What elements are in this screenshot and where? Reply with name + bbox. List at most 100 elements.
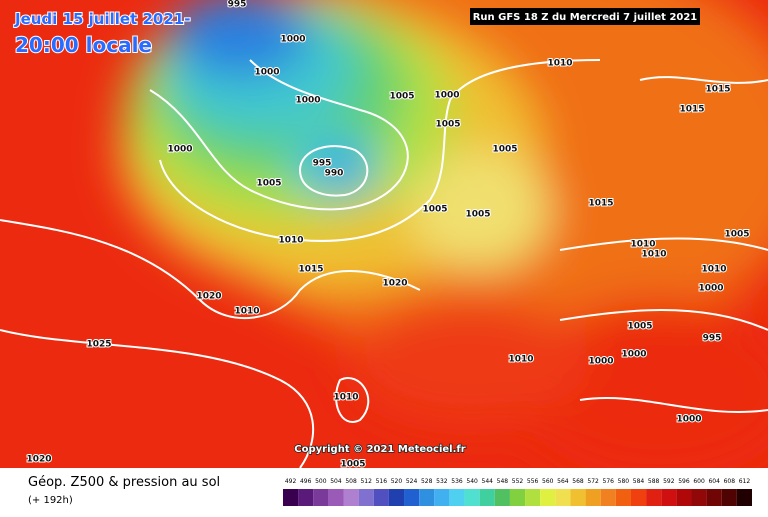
- color-swatch: [570, 489, 586, 506]
- isobar-label: 1005: [389, 92, 414, 102]
- isobar-label: 1000: [434, 91, 459, 101]
- isobar-label: 1005: [724, 230, 749, 240]
- isobar-label: 1020: [26, 455, 51, 465]
- color-swatch: [283, 489, 299, 506]
- color-swatch: [328, 489, 344, 506]
- scale-label: 508: [345, 478, 357, 485]
- scale-label: 524: [406, 478, 418, 485]
- scale-label: 552: [512, 478, 524, 485]
- isobar-label: 995: [313, 159, 332, 169]
- isobar-label: 1005: [256, 179, 281, 189]
- color-swatch: [646, 489, 662, 506]
- isobar-label: 1020: [196, 292, 221, 302]
- isobar: [579, 396, 768, 414]
- color-swatch: [525, 489, 541, 506]
- scale-label: 548: [497, 478, 509, 485]
- legend-title: Géop. Z500 & pression au sol: [28, 475, 220, 490]
- isobar-label: 1005: [465, 210, 490, 220]
- isobar-label: 995: [703, 334, 722, 344]
- color-swatch: [691, 489, 707, 506]
- isobar-label: 1000: [588, 357, 613, 367]
- scale-label: 604: [708, 478, 720, 485]
- isobar-label: 990: [325, 169, 344, 179]
- isobar-label: 1010: [508, 355, 533, 365]
- scale-label: 540: [466, 478, 478, 485]
- color-swatch: [600, 489, 616, 506]
- color-swatch: [540, 489, 556, 506]
- color-swatch: [298, 489, 314, 506]
- isobar-label: 1015: [298, 265, 323, 275]
- map-field: [0, 0, 768, 480]
- scale-label: 500: [315, 478, 327, 485]
- scale-label: 592: [663, 478, 675, 485]
- color-swatch: [419, 489, 435, 506]
- isobar-label: 1010: [333, 393, 358, 403]
- color-swatch: [736, 489, 752, 506]
- isobar-label: 1010: [641, 250, 666, 260]
- scale-label: 588: [648, 478, 660, 485]
- isobar-label: 1000: [698, 284, 723, 294]
- scale-label: 580: [618, 478, 630, 485]
- isobar-label: 1015: [679, 105, 704, 115]
- run-info: Run GFS 18 Z du Mercredi 7 juillet 2021: [473, 12, 698, 23]
- color-swatch: [358, 489, 374, 506]
- scale-label: 596: [678, 478, 690, 485]
- color-swatch: [373, 489, 389, 506]
- scale-label: 608: [724, 478, 736, 485]
- color-swatch: [585, 489, 601, 506]
- isobar: [0, 219, 421, 320]
- run-box: [470, 8, 700, 25]
- scale-label: 572: [587, 478, 599, 485]
- isobar-label: 1000: [295, 96, 320, 106]
- isobar-label: 1020: [382, 279, 407, 289]
- scale-label: 512: [360, 478, 372, 485]
- scale-label: 528: [421, 478, 433, 485]
- isobar-label: 1025: [86, 340, 111, 350]
- color-scale: 492 496 500 504 508 512 516 520 524 528 532 536 540 5…: [283, 478, 752, 506]
- isobar-label: 1000: [280, 35, 305, 45]
- color-swatch: [661, 489, 677, 506]
- isobar-label: 1015: [705, 85, 730, 95]
- scale-label: 568: [572, 478, 584, 485]
- isobar: [298, 145, 369, 197]
- color-swatch: [404, 489, 420, 506]
- isobar-label: 1005: [340, 460, 365, 470]
- isobar-label: 1000: [167, 145, 192, 155]
- isobar-label: 1005: [422, 205, 447, 215]
- isobar: [0, 329, 314, 469]
- isobar-label: 1000: [254, 68, 279, 78]
- isobar-label: 1010: [547, 59, 572, 69]
- scale-label: 516: [376, 478, 388, 485]
- legend-lead: (+ 192h): [28, 495, 73, 506]
- color-swatch: [615, 489, 631, 506]
- scale-label: 560: [542, 478, 554, 485]
- scale-label: 564: [557, 478, 569, 485]
- color-swatch: [721, 489, 737, 506]
- color-swatch: [434, 489, 450, 506]
- scale-label: 496: [300, 478, 312, 485]
- scale-label: 520: [391, 478, 403, 485]
- forecast-time: 20:00 locale: [15, 33, 152, 57]
- color-swatch: [479, 489, 495, 506]
- scale-label: 544: [482, 478, 494, 485]
- isobar-label: 1010: [630, 240, 655, 250]
- color-swatch: [509, 489, 526, 506]
- color-swatch: [343, 489, 359, 506]
- isobar-label: 1005: [435, 120, 460, 130]
- color-swatch: [676, 489, 692, 506]
- scale-label: 576: [603, 478, 615, 485]
- isobar: [559, 237, 768, 251]
- scale-label: 492: [285, 478, 297, 485]
- color-swatch: [464, 489, 480, 506]
- isobar-label: 1010: [234, 307, 259, 317]
- forecast-date: Jeudi 15 juillet 2021-: [14, 10, 190, 28]
- isobar-label: 1010: [278, 236, 303, 246]
- isobar: [149, 59, 409, 211]
- scale-label: 584: [633, 478, 645, 485]
- isobar-label: 1000: [621, 350, 646, 360]
- scale-label: 556: [527, 478, 539, 485]
- copyright: Copyright © 2021 Meteociel.fr: [294, 444, 465, 455]
- scale-label: 600: [693, 478, 705, 485]
